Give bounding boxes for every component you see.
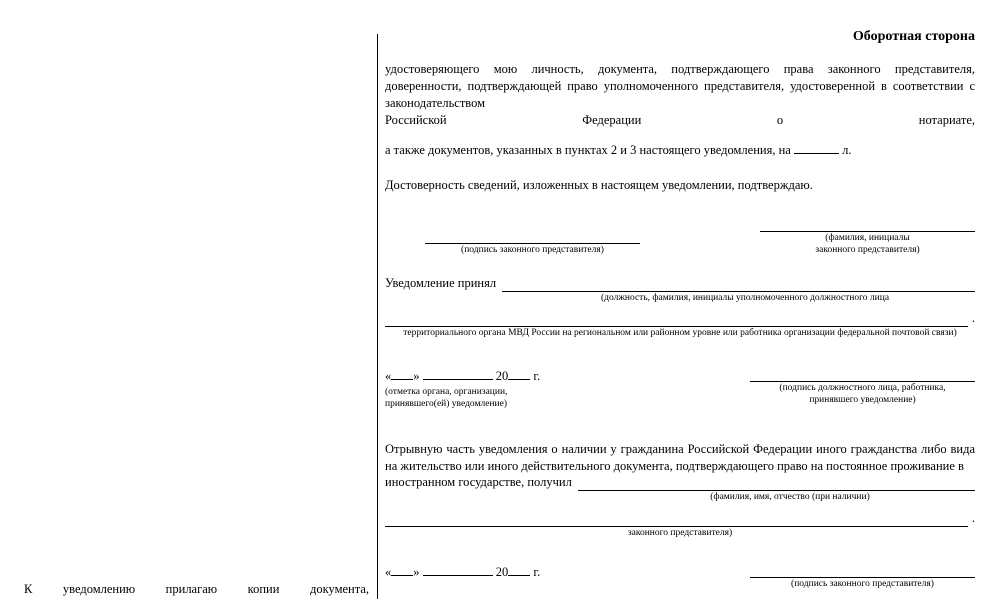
legal-rep-hint: законного представителя) — [385, 527, 975, 540]
page-title: Оборотная сторона — [385, 28, 975, 47]
accepted-blank-1[interactable] — [502, 278, 975, 292]
date-stamp-row: «» 20 г. (отметка органа, организации, п… — [385, 368, 975, 411]
bottom-date-year-blank[interactable] — [508, 564, 530, 576]
date-field: «» 20 г. — [385, 368, 575, 385]
date-day-blank[interactable] — [391, 368, 413, 380]
trailing-dot-2: . — [972, 510, 975, 527]
rep-line-blank[interactable] — [385, 513, 968, 527]
intro-word: нотариате, — [919, 113, 975, 127]
date-year-blank[interactable] — [508, 368, 530, 380]
bottom-date-field: «» 20 г. — [385, 564, 575, 581]
bottom-date-year-suffix: г. — [533, 565, 540, 579]
stamp-hint-2: принявшего(ей) уведомление) — [385, 398, 575, 411]
accepted-hint-1: (должность, фамилия, инициалы уполномоче… — [385, 292, 975, 305]
bottom-date-row: «» 20 г. (подпись законного представител… — [385, 564, 975, 591]
date-year-suffix: г. — [533, 369, 540, 383]
accepted-hint-2: территориального органа МВД России на ре… — [385, 327, 975, 340]
rep-signature-hint: (подпись законного представителя) — [425, 244, 640, 257]
intro-word: Российской — [385, 113, 447, 127]
rep-name-blank[interactable] — [760, 218, 975, 232]
intro-paragraph-2: Российской Федерации о нотариате, — [385, 112, 975, 129]
received-by-blank[interactable] — [578, 477, 975, 491]
rep-name-hint-2: законного представителя) — [760, 244, 975, 257]
rep-line-row: . — [385, 510, 975, 527]
intro-paragraph-1: удостоверяющего мою личность, документа,… — [385, 61, 975, 112]
accepted-row: Уведомление принял — [385, 275, 975, 292]
bottom-date-day-blank[interactable] — [391, 564, 413, 576]
date-month-blank[interactable] — [423, 368, 493, 380]
intro-word: Федерации — [582, 113, 641, 127]
attachment-intro: К уведомлению прилагаю копии документа, — [24, 581, 369, 598]
bottom-date-month-blank[interactable] — [423, 564, 493, 576]
official-signature-blank[interactable] — [750, 368, 975, 382]
official-sig-hint-2: принявшего уведомление) — [750, 394, 975, 407]
bottom-sig-hint: (подпись законного представителя) — [750, 578, 975, 591]
accepted-label: Уведомление принял — [385, 275, 496, 292]
bottom-signature-blank[interactable] — [750, 564, 975, 578]
right-column: Оборотная сторона удостоверяющего мою ли… — [385, 0, 1000, 591]
bottom-date-year-prefix: 20 — [496, 565, 509, 579]
left-column: К уведомлению прилагаю копии документа, — [24, 581, 369, 598]
signature-row-1: (подпись законного представителя) (фамил… — [385, 218, 975, 257]
documents-before: а также документов, указанных в пунктах … — [385, 143, 791, 157]
tearoff-tail: иностранном государстве, получил — [385, 474, 572, 491]
column-divider — [377, 34, 378, 599]
sheets-count-blank[interactable] — [794, 142, 839, 154]
documents-line: а также документов, указанных в пунктах … — [385, 142, 975, 159]
accepted-blank-2[interactable] — [385, 313, 968, 327]
tearoff-para: Отрывную часть уведомления о наличии у г… — [385, 441, 975, 475]
trailing-dot: . — [972, 310, 975, 327]
fio-hint: (фамилия, имя, отчество (при наличии) — [385, 491, 975, 504]
tearoff-tail-row: иностранном государстве, получил — [385, 474, 975, 491]
confirm-line: Достоверность сведений, изложенных в нас… — [385, 177, 975, 194]
date-year-prefix: 20 — [496, 369, 509, 383]
documents-after: л. — [842, 143, 851, 157]
accepted-row-2: . — [385, 310, 975, 327]
intro-word: о — [777, 113, 783, 127]
rep-signature-blank[interactable] — [425, 230, 640, 244]
